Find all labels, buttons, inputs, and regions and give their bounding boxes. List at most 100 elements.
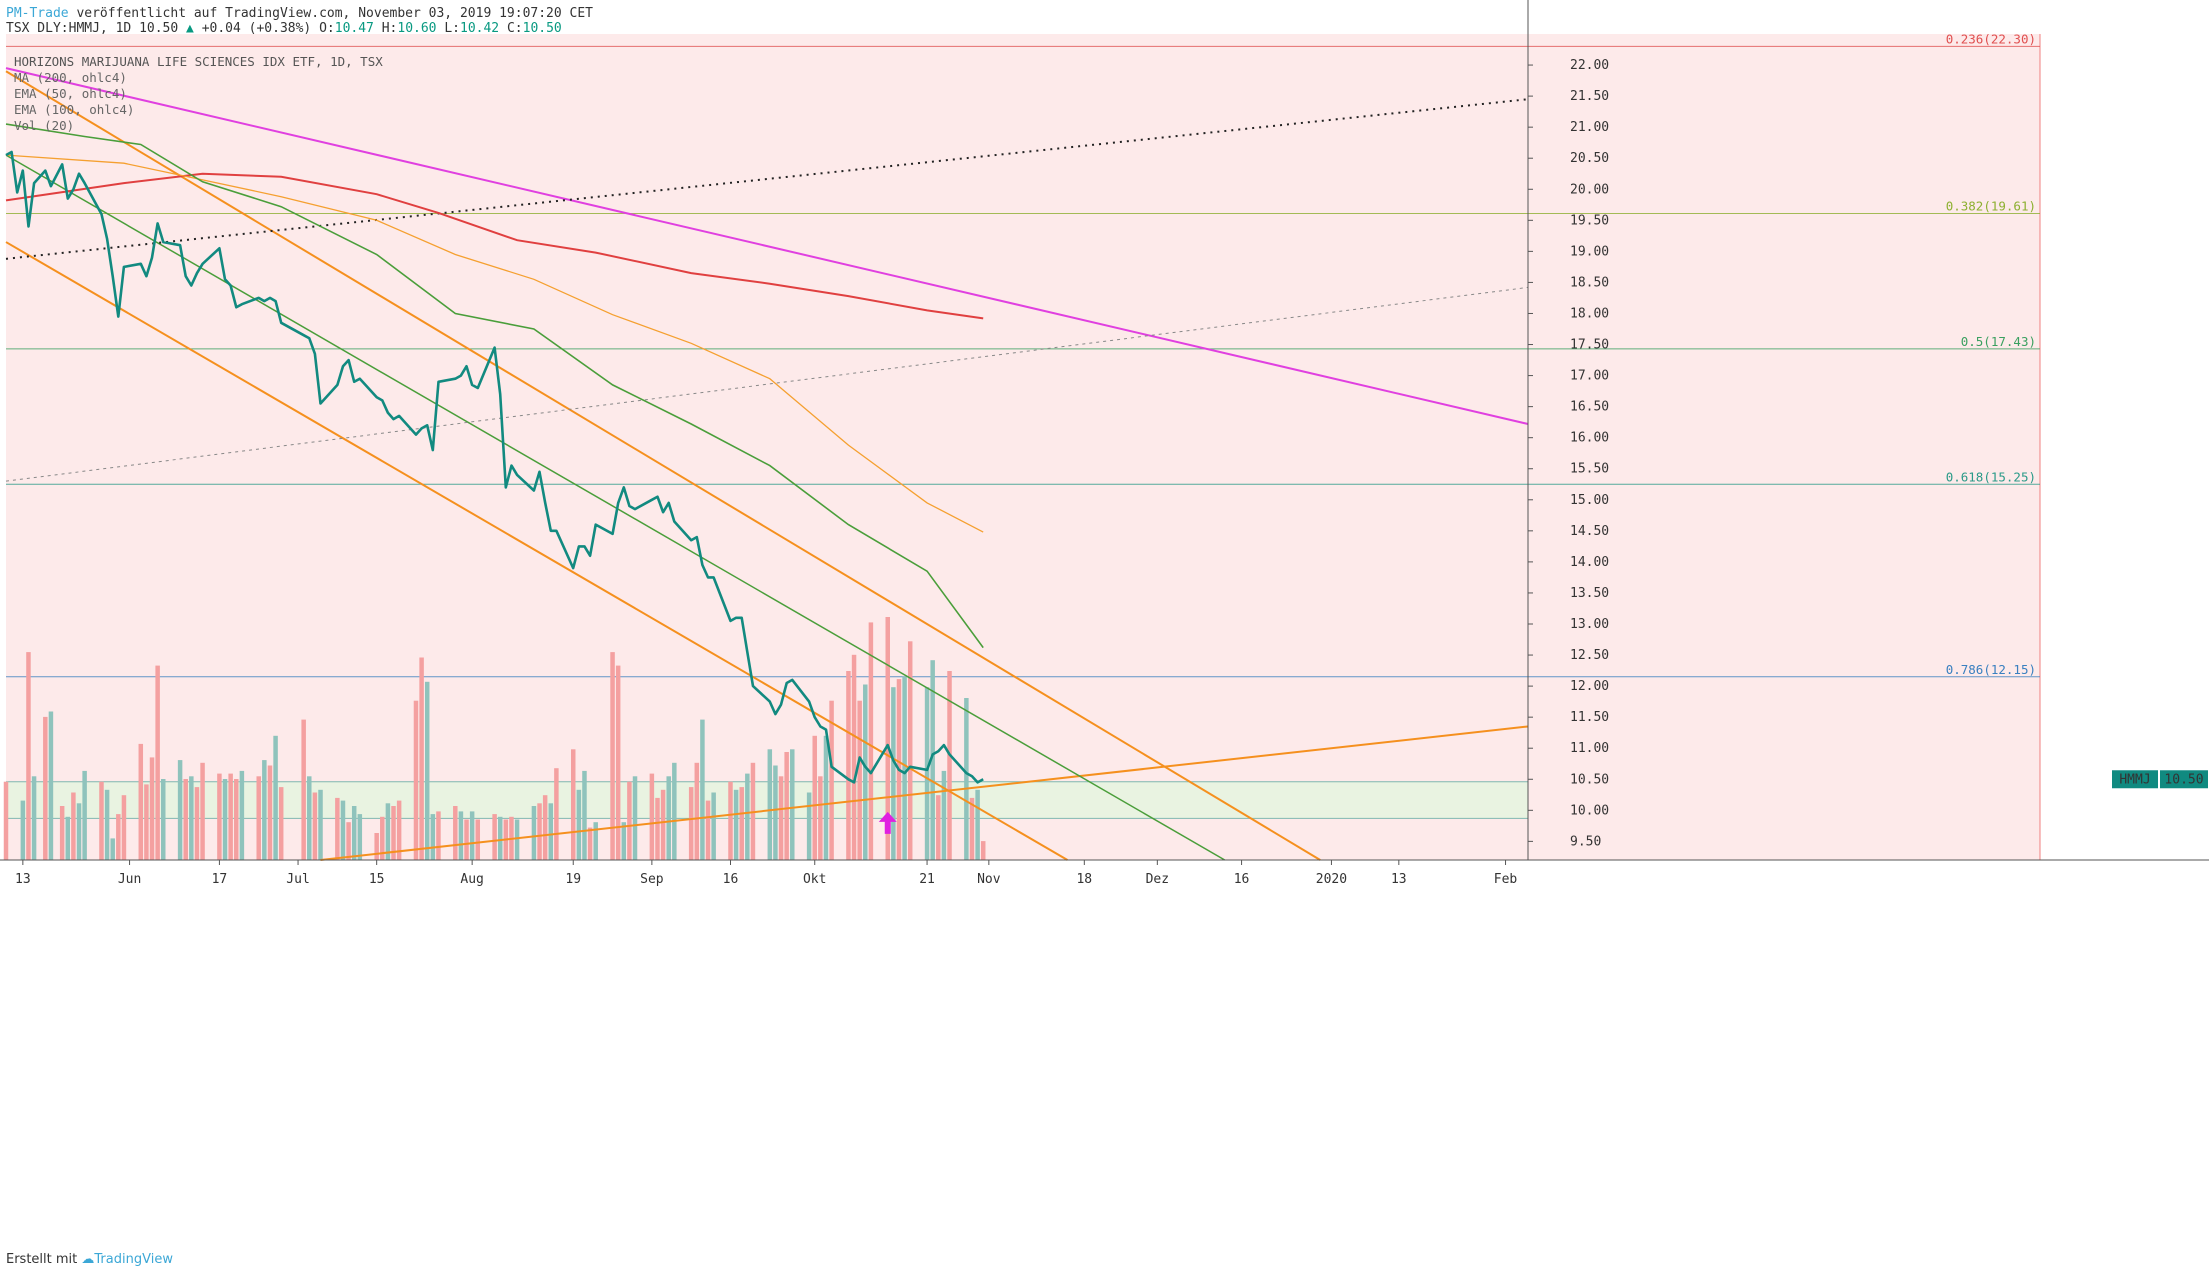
volume-bar xyxy=(155,665,160,860)
volume-bar xyxy=(514,819,520,860)
author-name[interactable]: PM-Trade xyxy=(6,6,69,21)
volume-bar xyxy=(385,803,391,860)
volume-bar xyxy=(902,676,907,860)
y-tick-label: 14.00 xyxy=(1570,555,1609,570)
volume-bar xyxy=(99,781,104,860)
up-triangle-icon: ▲ xyxy=(186,21,194,36)
volume-bar xyxy=(312,792,318,860)
chart-header: PM-Trade veröffentlicht auf TradingView.… xyxy=(6,6,593,36)
volume-bar xyxy=(464,819,469,860)
x-tick-label: 13 xyxy=(15,872,31,887)
volume-bar xyxy=(26,652,31,860)
volume-bar xyxy=(705,800,711,860)
volume-bar xyxy=(548,803,554,860)
y-tick-label: 22.00 xyxy=(1570,58,1609,73)
fib-level-label: 0.5(17.43) xyxy=(1961,334,2036,349)
volume-bar xyxy=(59,806,65,860)
volume-bar xyxy=(778,776,784,860)
y-tick-label: 16.00 xyxy=(1570,431,1609,446)
volume-bar xyxy=(116,814,121,860)
volume-bar xyxy=(531,806,537,860)
ma200-line xyxy=(5,172,984,320)
tradingview-logo-icon[interactable]: ☁ xyxy=(81,1252,95,1267)
volume-bar xyxy=(851,654,857,860)
volume-bar xyxy=(458,811,464,860)
low-label: L: xyxy=(444,21,460,36)
volume-bar xyxy=(430,814,436,860)
volume-bar xyxy=(615,665,621,860)
volume-bar xyxy=(975,789,980,860)
close-label: C: xyxy=(506,21,523,36)
y-tick-label: 11.00 xyxy=(1570,741,1609,756)
volume-bar xyxy=(587,827,593,860)
legend-ma200[interactable]: MA (200, ohlc4) xyxy=(14,70,127,85)
volume-bar xyxy=(694,762,700,860)
volume-bar xyxy=(318,789,323,860)
ema100-line xyxy=(5,154,984,533)
volume-bar xyxy=(301,719,306,860)
volume-bar xyxy=(335,797,340,860)
low-value: 10.42 xyxy=(460,21,500,36)
fib-level-label: 0.786(12.15) xyxy=(1946,662,2036,677)
volume-bar xyxy=(278,787,284,860)
y-tick-label: 20.00 xyxy=(1570,182,1609,197)
volume-bar xyxy=(582,770,587,860)
price-tag-symbol-bg xyxy=(2112,770,2158,789)
open-label: O: xyxy=(319,21,335,36)
volume-bar xyxy=(773,765,778,860)
volume-bar xyxy=(217,773,222,860)
volume-bar xyxy=(863,684,868,860)
x-tick-label: Feb xyxy=(1494,872,1518,887)
volume-bar xyxy=(745,773,750,860)
volume-bar xyxy=(475,819,481,860)
legend-volume[interactable]: Vol (20) xyxy=(14,118,75,133)
footer-brand[interactable]: TradingView xyxy=(94,1252,173,1267)
indicator-legend: HORIZONS MARIJUANA LIFE SCIENCES IDX ETF… xyxy=(14,54,383,134)
volume-bar xyxy=(31,776,37,860)
y-tick-label: 16.50 xyxy=(1570,400,1609,415)
volume-bar xyxy=(829,700,834,860)
volume-bar xyxy=(351,806,357,860)
volume-bar xyxy=(857,700,862,860)
volume-bar xyxy=(71,792,76,860)
pink-zone xyxy=(6,34,2040,860)
volume-bar xyxy=(76,803,82,860)
volume-bar xyxy=(222,779,228,860)
volume-bar xyxy=(570,749,576,860)
volume-bar xyxy=(655,797,660,860)
price-tag-value: 10.50 xyxy=(2164,772,2203,787)
volume-bar xyxy=(492,814,497,860)
x-tick-label: 13 xyxy=(1391,872,1407,887)
y-tick-label: 9.50 xyxy=(1570,834,1601,849)
volume-bar xyxy=(424,681,430,860)
y-tick-label: 12.00 xyxy=(1570,679,1609,694)
footer: Erstellt mit ☁TradingView xyxy=(6,1252,173,1267)
volume-bar xyxy=(537,803,542,860)
volume-bar xyxy=(936,795,941,860)
x-tick-label: Nov xyxy=(977,872,1001,887)
volume-bar xyxy=(627,781,632,860)
price-tag-value-bg xyxy=(2160,770,2208,789)
high-value: 10.60 xyxy=(397,21,437,36)
volume-bar xyxy=(711,792,716,860)
trendline-upper-orange-channel xyxy=(5,70,1321,861)
volume-bar xyxy=(554,768,559,860)
legend-ema50[interactable]: EMA (50, ohlc4) xyxy=(14,86,127,101)
volume-bar xyxy=(183,779,188,860)
volume-bar xyxy=(964,698,969,860)
volume-bar xyxy=(161,779,166,860)
volume-bar xyxy=(941,770,947,860)
volume-bar xyxy=(649,773,655,860)
y-tick-label: 18.00 xyxy=(1570,306,1609,321)
volume-bar xyxy=(380,816,385,860)
volume-bar xyxy=(149,757,155,860)
volume-bar xyxy=(924,687,930,860)
y-tick-label: 20.50 xyxy=(1570,151,1609,166)
price-change: +0.04 (+0.38%) xyxy=(201,21,312,36)
volume-bar xyxy=(82,770,87,860)
legend-ema100[interactable]: EMA (100, ohlc4) xyxy=(14,102,135,117)
ema50-line xyxy=(5,123,984,649)
volume-bar xyxy=(256,776,261,860)
x-tick-label: 16 xyxy=(1234,872,1250,887)
